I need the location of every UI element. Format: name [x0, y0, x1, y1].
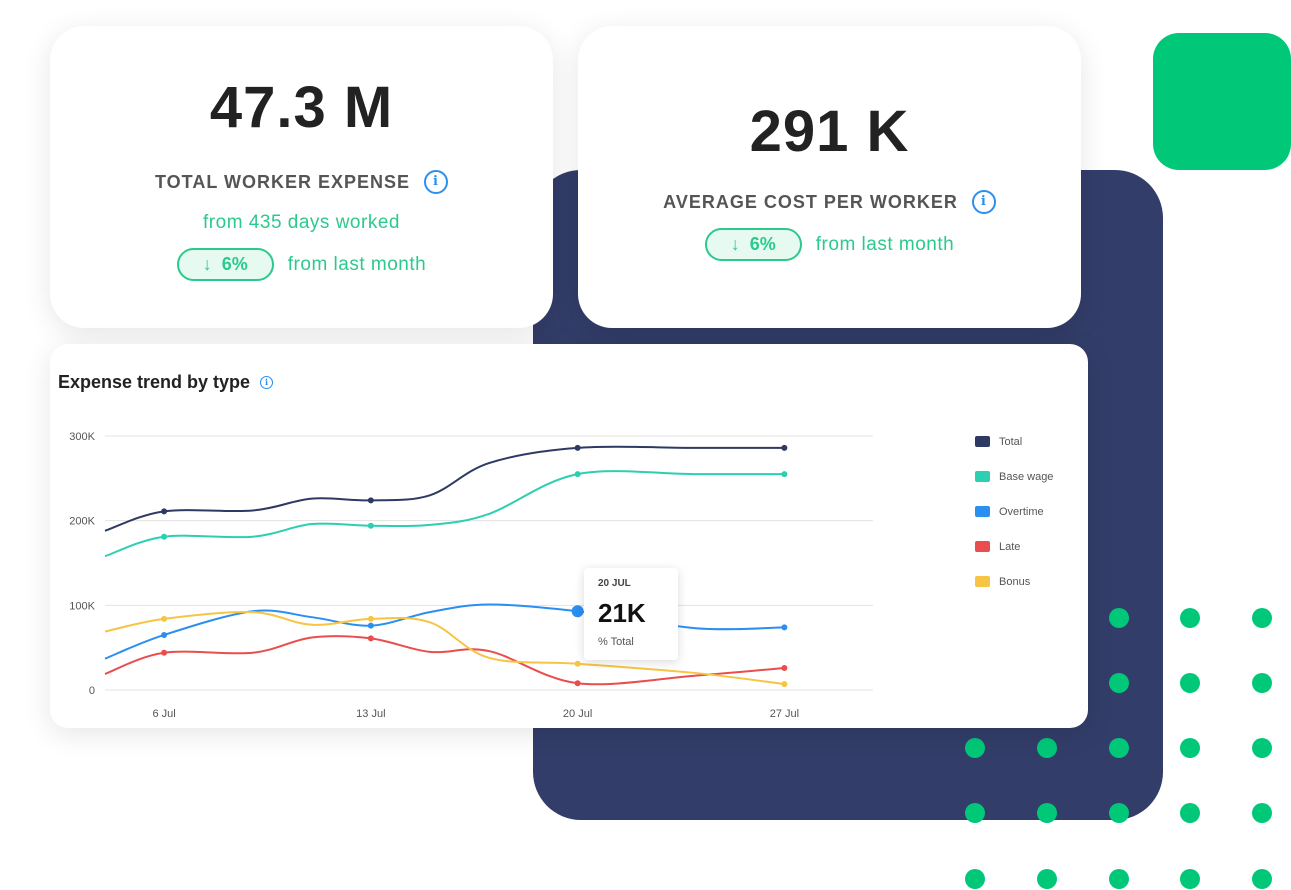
tooltip-series: % Total	[598, 636, 634, 648]
decor-dot	[1252, 869, 1272, 889]
arrow-down-icon: ↓	[730, 234, 740, 254]
y-tick-label: 100K	[69, 600, 95, 612]
legend-swatch	[975, 436, 990, 447]
data-point-bonus	[367, 615, 374, 622]
decor-dot	[965, 869, 985, 889]
data-point-total	[574, 444, 581, 451]
info-icon[interactable]: i	[424, 170, 449, 194]
data-point-late	[161, 649, 168, 656]
kpi-average-label: AVERAGE COST PER WORKER	[663, 191, 958, 212]
kpi-average-change-row: ↓ 6% from last month	[578, 228, 1081, 261]
legend-label: Overtime	[999, 505, 1044, 518]
chart-title-wrap: Expense trend by type i	[58, 372, 274, 393]
data-point-bonus	[781, 681, 788, 688]
legend-item[interactable]: Bonus	[975, 564, 1075, 599]
change-badge-value: 6%	[749, 234, 776, 254]
series-line-base-wage	[104, 470, 785, 558]
kpi-card-total-expense: 47.3 M TOTAL WORKER EXPENSE i from 435 d…	[50, 26, 553, 328]
chart-tooltip: 20 JUL 21K % Total	[584, 568, 678, 660]
data-point-overtime	[367, 622, 374, 629]
data-point-bonus	[161, 615, 168, 622]
data-point-overtime	[571, 605, 584, 618]
green-decor-square	[1153, 33, 1291, 170]
legend-item[interactable]: Late	[975, 529, 1075, 564]
kpi-total-subtext: from 435 days worked	[203, 212, 400, 233]
decor-dot	[1109, 869, 1129, 889]
series-line-total	[104, 445, 785, 532]
data-point-base-wage	[574, 471, 581, 478]
expense-trend-chart-card: Expense trend by type i 0 100K 200K 300K 6 J…	[50, 344, 1088, 728]
data-point-total	[161, 508, 168, 515]
series-line-late	[104, 635, 785, 686]
tooltip-date: 20 JUL	[598, 578, 631, 589]
expense-trend-chart: 0 100K 200K 300K 6 Jul 13 Jul 20 Jul 27 Jul	[69, 431, 873, 720]
y-tick-label: 300K	[69, 431, 95, 443]
decor-dot	[1180, 673, 1200, 693]
kpi-total-label: TOTAL WORKER EXPENSE	[154, 171, 411, 192]
data-point-overtime	[781, 624, 788, 631]
legend-swatch	[975, 471, 990, 482]
chart-title: Expense trend by type	[58, 372, 251, 392]
decor-dot	[1252, 738, 1272, 758]
data-point-overtime	[161, 631, 168, 638]
decor-dot	[1252, 803, 1272, 823]
decor-dot	[1252, 673, 1272, 693]
kpi-average-label-wrap: AVERAGE COST PER WORKER i	[663, 190, 996, 214]
data-point-bonus	[574, 660, 581, 667]
data-point-late	[781, 664, 788, 671]
change-suffix: from last month	[287, 253, 427, 275]
data-point-base-wage	[367, 522, 374, 529]
tooltip-value: 21K	[598, 598, 646, 628]
legend-swatch	[975, 576, 990, 587]
chart-legend: Total Base wage Overtime Late Bonus	[975, 424, 1075, 599]
legend-label: Base wage	[999, 470, 1054, 483]
legend-label: Late	[999, 540, 1021, 553]
legend-item[interactable]: Overtime	[975, 494, 1075, 529]
y-tick-label: 200K	[69, 516, 95, 528]
info-icon[interactable]: i	[260, 376, 274, 389]
change-badge: ↓ 6%	[704, 228, 802, 261]
data-point-late	[574, 680, 581, 687]
data-point-total	[781, 444, 788, 451]
kpi-total-change-row: ↓ 6% from last month	[50, 248, 553, 281]
decor-dot	[1037, 869, 1057, 889]
legend-swatch	[975, 541, 990, 552]
x-tick-label: 27 Jul	[770, 708, 799, 720]
series-line-bonus	[104, 610, 785, 686]
change-badge-value: 6%	[221, 254, 248, 274]
kpi-average-value: 291 K	[749, 99, 910, 164]
change-suffix: from last month	[815, 233, 955, 255]
decor-dot	[1252, 608, 1272, 628]
data-point-late	[367, 635, 374, 642]
decor-dot	[1180, 869, 1200, 889]
x-tick-label: 6 Jul	[152, 708, 175, 720]
legend-swatch	[975, 506, 990, 517]
x-tick-label: 13 Jul	[356, 708, 385, 720]
series-line-overtime	[104, 603, 785, 660]
data-point-total	[367, 497, 374, 504]
decor-dot	[1180, 803, 1200, 823]
decor-dot	[1180, 738, 1200, 758]
kpi-total-value: 47.3 M	[209, 75, 394, 140]
legend-label: Bonus	[999, 575, 1031, 588]
legend-item[interactable]: Base wage	[975, 459, 1075, 494]
decor-dot	[1180, 608, 1200, 628]
data-point-base-wage	[781, 471, 788, 478]
x-tick-label: 20 Jul	[563, 708, 592, 720]
data-point-base-wage	[161, 533, 168, 540]
legend-item[interactable]: Total	[975, 424, 1075, 459]
kpi-total-label-wrap: TOTAL WORKER EXPENSE i	[154, 170, 449, 194]
arrow-down-icon: ↓	[202, 254, 212, 274]
kpi-card-average-cost: 291 K AVERAGE COST PER WORKER i ↓ 6% fro…	[578, 26, 1081, 328]
y-tick-label: 0	[89, 685, 95, 697]
legend-label: Total	[999, 435, 1023, 448]
change-badge: ↓ 6%	[176, 248, 274, 281]
info-icon[interactable]: i	[971, 190, 996, 214]
